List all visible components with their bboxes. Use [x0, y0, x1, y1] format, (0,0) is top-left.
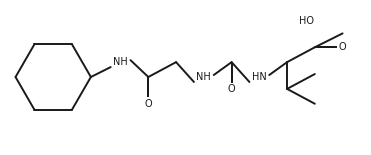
- Text: HO: HO: [299, 16, 314, 26]
- Text: NH: NH: [113, 57, 128, 67]
- Text: HN: HN: [252, 72, 267, 82]
- Text: NH: NH: [197, 72, 211, 82]
- Text: O: O: [145, 99, 152, 109]
- Text: O: O: [228, 84, 235, 94]
- Text: O: O: [339, 42, 347, 52]
